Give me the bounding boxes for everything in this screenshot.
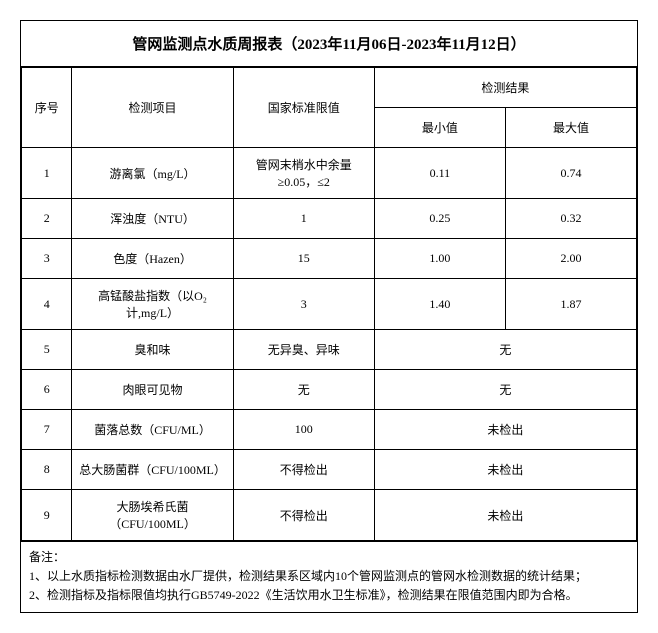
cell-result: 无 — [374, 330, 636, 370]
cell-item: 肉眼可见物 — [72, 370, 233, 410]
cell-max: 1.87 — [505, 279, 636, 330]
table-row: 3色度（Hazen）151.002.00 — [22, 239, 637, 279]
table-row: 1游离氯（mg/L）管网末梢水中余量≥0.05，≤20.110.74 — [22, 148, 637, 199]
cell-seq: 5 — [22, 330, 72, 370]
cell-standard: 100 — [233, 410, 374, 450]
notes-section: 备注： 1、以上水质指标检测数据由水厂提供，检测结果系区域内10个管网监测点的管… — [21, 541, 637, 612]
table-row: 8总大肠菌群（CFU/100ML）不得检出未检出 — [22, 450, 637, 490]
header-row-1: 序号 检测项目 国家标准限值 检测结果 — [22, 68, 637, 108]
notes-line2: 2、检测指标及指标限值均执行GB5749-2022《生活饮用水卫生标准》，检测结… — [29, 586, 629, 605]
table-row: 9大肠埃希氏菌（CFU/100ML）不得检出未检出 — [22, 490, 637, 541]
cell-seq: 8 — [22, 450, 72, 490]
water-quality-table: 序号 检测项目 国家标准限值 检测结果 最小值 最大值 1游离氯（mg/L）管网… — [21, 67, 637, 541]
cell-min: 0.11 — [374, 148, 505, 199]
cell-min: 0.25 — [374, 199, 505, 239]
header-result: 检测结果 — [374, 68, 636, 108]
cell-item: 高锰酸盐指数（以O₂计,mg/L） — [72, 279, 233, 330]
cell-standard: 不得检出 — [233, 490, 374, 541]
header-min: 最小值 — [374, 108, 505, 148]
cell-result: 无 — [374, 370, 636, 410]
cell-standard: 3 — [233, 279, 374, 330]
cell-item: 臭和味 — [72, 330, 233, 370]
cell-item: 菌落总数（CFU/ML） — [72, 410, 233, 450]
cell-item: 浑浊度（NTU） — [72, 199, 233, 239]
header-item: 检测项目 — [72, 68, 233, 148]
cell-seq: 3 — [22, 239, 72, 279]
cell-seq: 4 — [22, 279, 72, 330]
cell-max: 0.74 — [505, 148, 636, 199]
table-row: 7菌落总数（CFU/ML）100未检出 — [22, 410, 637, 450]
table-row: 4高锰酸盐指数（以O₂计,mg/L）31.401.87 — [22, 279, 637, 330]
cell-result: 未检出 — [374, 450, 636, 490]
cell-standard: 管网末梢水中余量≥0.05，≤2 — [233, 148, 374, 199]
header-seq: 序号 — [22, 68, 72, 148]
cell-min: 1.00 — [374, 239, 505, 279]
cell-standard: 无 — [233, 370, 374, 410]
cell-seq: 6 — [22, 370, 72, 410]
cell-seq: 2 — [22, 199, 72, 239]
cell-min: 1.40 — [374, 279, 505, 330]
cell-seq: 9 — [22, 490, 72, 541]
cell-seq: 1 — [22, 148, 72, 199]
cell-item: 色度（Hazen） — [72, 239, 233, 279]
cell-item: 总大肠菌群（CFU/100ML） — [72, 450, 233, 490]
table-row: 2浑浊度（NTU）10.250.32 — [22, 199, 637, 239]
cell-result: 未检出 — [374, 410, 636, 450]
cell-item: 游离氯（mg/L） — [72, 148, 233, 199]
report-title: 管网监测点水质周报表（2023年11月06日-2023年11月12日） — [21, 21, 637, 67]
cell-max: 0.32 — [505, 199, 636, 239]
cell-standard: 1 — [233, 199, 374, 239]
cell-seq: 7 — [22, 410, 72, 450]
table-row: 5臭和味无异臭、异味无 — [22, 330, 637, 370]
notes-label: 备注： — [29, 548, 629, 567]
cell-standard: 15 — [233, 239, 374, 279]
header-max: 最大值 — [505, 108, 636, 148]
cell-standard: 不得检出 — [233, 450, 374, 490]
notes-line1: 1、以上水质指标检测数据由水厂提供，检测结果系区域内10个管网监测点的管网水检测… — [29, 567, 629, 586]
report-container: 管网监测点水质周报表（2023年11月06日-2023年11月12日） 序号 检… — [20, 20, 638, 613]
cell-max: 2.00 — [505, 239, 636, 279]
header-standard: 国家标准限值 — [233, 68, 374, 148]
table-row: 6肉眼可见物无无 — [22, 370, 637, 410]
cell-standard: 无异臭、异味 — [233, 330, 374, 370]
cell-item: 大肠埃希氏菌（CFU/100ML） — [72, 490, 233, 541]
cell-result: 未检出 — [374, 490, 636, 541]
